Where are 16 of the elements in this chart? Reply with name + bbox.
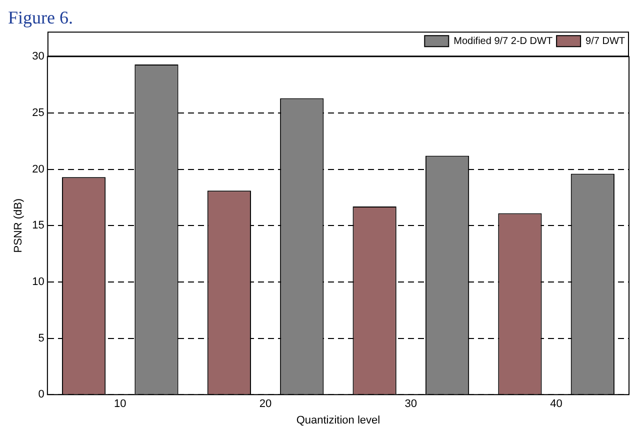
x-tick-label: 40 [550, 398, 562, 410]
y-axis-title: PSNR (dB) [12, 198, 25, 253]
legend-label: Modified 9/7 2-D DWT [454, 36, 553, 47]
y-tick-label: 20 [32, 163, 44, 176]
x-axis-title: Quantizition level [296, 414, 380, 426]
y-tick-label: 5 [38, 332, 44, 344]
x-tick-label: 30 [404, 398, 418, 410]
y-tick-label: 0 [38, 388, 44, 401]
y-tick-label: 30 [32, 50, 44, 63]
x-tick-label: 20 [259, 398, 272, 410]
y-tick-label: 10 [32, 276, 44, 288]
y-tick-label: 25 [32, 106, 44, 119]
y-tick-label: 15 [32, 220, 44, 232]
x-tick-label: 10 [114, 398, 126, 410]
chart-title: Figure 6. [8, 8, 73, 28]
legend-label: 9/7 DWT [586, 36, 626, 47]
